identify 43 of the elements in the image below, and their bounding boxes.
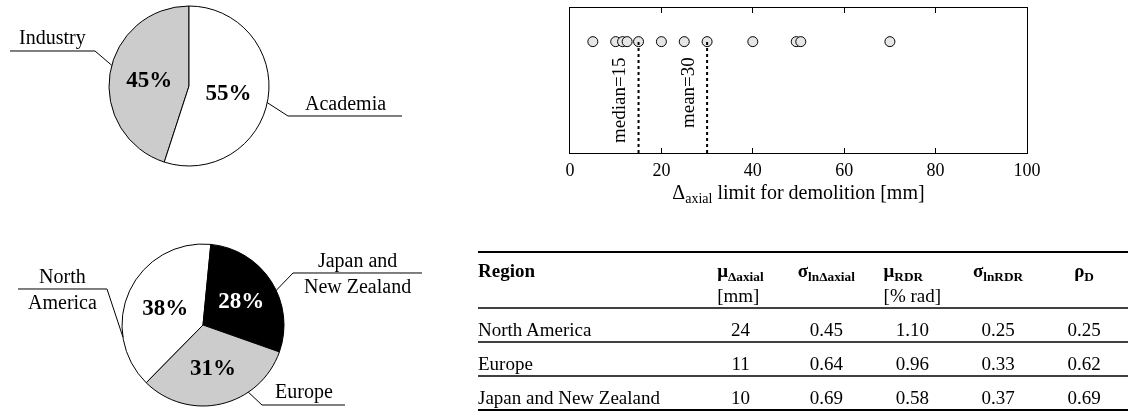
category-label: σ$_{lnΔaxial}$	[797, 260, 856, 284]
text: 0.69	[809, 386, 844, 408]
category-label: Europe	[478, 352, 533, 374]
text: 0.58	[895, 386, 929, 408]
text: 0.96	[895, 352, 929, 374]
data-label: 38%	[142, 294, 189, 320]
x-tick-label: 20	[652, 159, 671, 180]
x-tick-label: 100	[1013, 159, 1041, 180]
text: 11	[731, 352, 750, 374]
category-label: Japan and New Zealand	[478, 386, 661, 408]
text: 0.25	[1067, 318, 1101, 340]
category-label: σ$_{lnRDR}$	[972, 260, 1024, 284]
slice-label: North America	[28, 265, 97, 313]
text: 0.25	[981, 318, 1015, 340]
x-tick-label: 80	[926, 159, 945, 180]
text: 0.37	[981, 386, 1015, 408]
text: 0.69	[1067, 386, 1101, 408]
x-tick-label: 40	[743, 159, 762, 180]
slice-label: Industry	[19, 26, 86, 49]
data-label: 31%	[189, 355, 236, 381]
text: 1.10	[895, 318, 929, 340]
category-label: μ$_{Δaxial}$ [mm]	[717, 260, 764, 306]
data-label: 45%	[126, 67, 173, 93]
text: 0.45	[809, 318, 844, 340]
category-label: ρ$_{D}$	[1074, 260, 1094, 284]
ref-line-label: median=15	[608, 57, 630, 144]
text: 0.33	[981, 352, 1015, 374]
text: 0.64	[809, 352, 844, 374]
x-axis-title: Δ$_{axial}$ limit for demolition [mm]	[672, 181, 925, 207]
text: Region	[478, 260, 536, 281]
data-label: 28%	[218, 288, 265, 314]
data-label: 55%	[205, 79, 252, 105]
text: 10	[731, 386, 751, 408]
category-label: μ$_{RDR}$ [% rad]	[883, 260, 942, 306]
text: 0.62	[1067, 352, 1101, 374]
slice-label: Japan and New Zealand	[304, 249, 412, 297]
x-tick-label: 0	[565, 159, 575, 180]
slice-label: Academia	[305, 92, 387, 114]
ref-line-label: mean=30	[677, 57, 699, 129]
text: 24	[731, 318, 751, 340]
slice-label: Europe	[275, 380, 333, 403]
category-label: North America	[478, 318, 592, 340]
x-tick-label: 60	[835, 159, 854, 180]
